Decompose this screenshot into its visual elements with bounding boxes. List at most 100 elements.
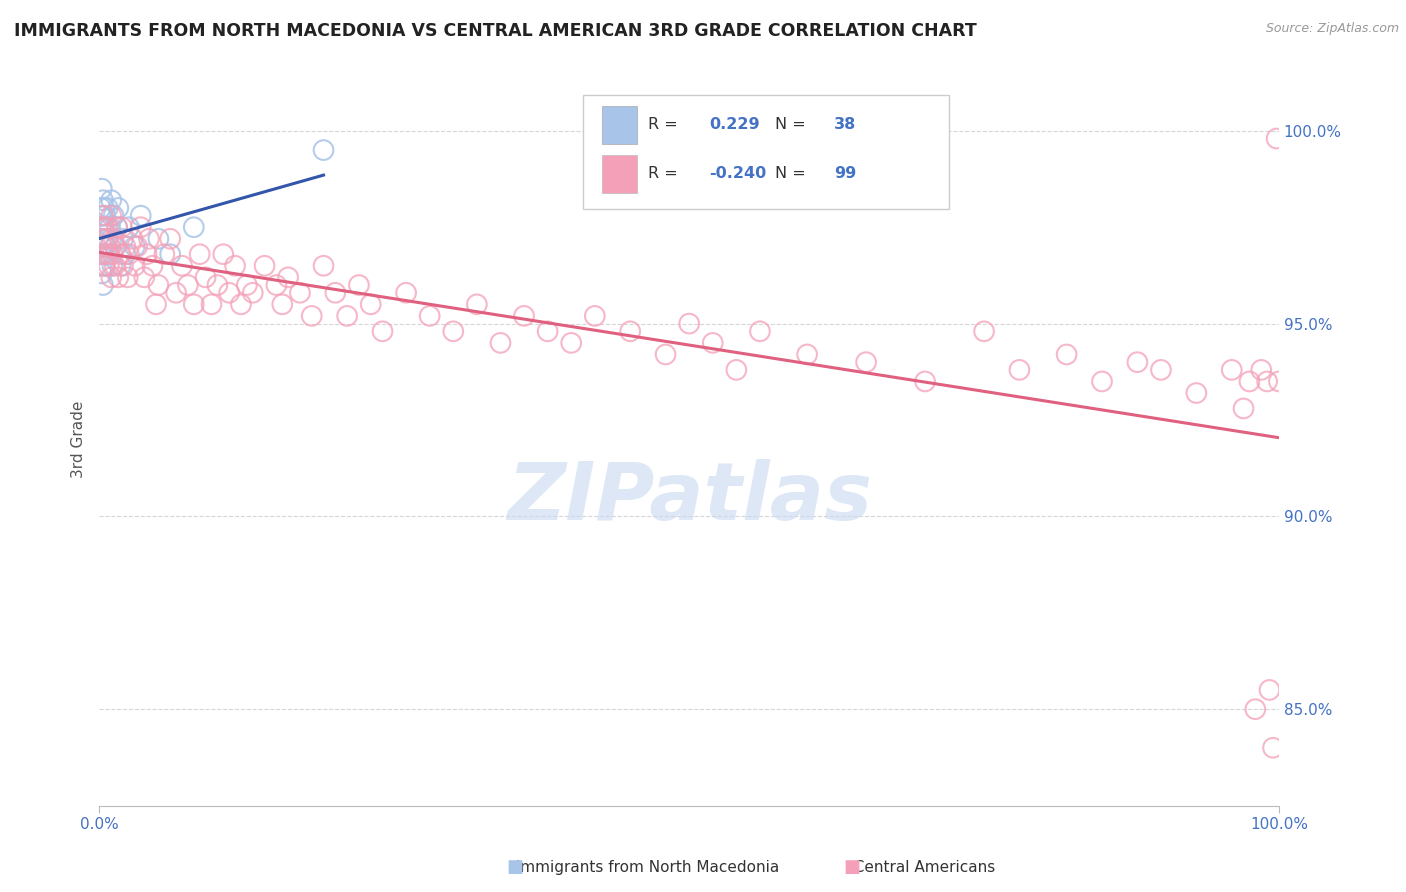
Point <box>90 232 112 246</box>
Point <box>100 232 122 246</box>
Point <box>124 239 146 253</box>
Point <box>336 309 359 323</box>
Point <box>165 285 187 300</box>
Point <box>101 259 124 273</box>
Point <box>101 247 124 261</box>
Point <box>159 247 181 261</box>
Point <box>188 247 211 261</box>
Point <box>148 278 170 293</box>
Point <box>1258 682 1281 697</box>
Point <box>90 247 112 261</box>
Point <box>90 209 112 223</box>
Point <box>224 259 246 273</box>
Point <box>91 193 114 207</box>
Point <box>654 347 676 361</box>
Point <box>153 247 176 261</box>
Point <box>242 285 264 300</box>
Text: Source: ZipAtlas.com: Source: ZipAtlas.com <box>1265 22 1399 36</box>
Point <box>207 278 229 293</box>
Point <box>103 232 125 246</box>
Point <box>465 297 488 311</box>
Point <box>537 324 560 338</box>
Point <box>114 247 136 261</box>
Point <box>96 220 118 235</box>
Point <box>94 209 117 223</box>
Point <box>107 201 129 215</box>
Point <box>288 285 311 300</box>
Point <box>114 239 136 253</box>
Text: ■: ■ <box>844 858 860 876</box>
Point <box>159 232 181 246</box>
Point <box>127 239 149 253</box>
Point <box>855 355 877 369</box>
Point <box>107 270 129 285</box>
Point <box>111 220 134 235</box>
Point <box>91 278 114 293</box>
Point <box>419 309 441 323</box>
Text: Central Americans: Central Americans <box>844 860 995 874</box>
Point <box>110 259 132 273</box>
Point <box>93 259 115 273</box>
Point <box>117 270 139 285</box>
Point <box>371 324 394 338</box>
Point <box>124 259 146 273</box>
Point <box>200 297 222 311</box>
Point <box>312 259 335 273</box>
Point <box>100 270 122 285</box>
Point <box>1244 702 1267 716</box>
Point <box>1256 375 1278 389</box>
Point <box>1185 386 1208 401</box>
Point <box>973 324 995 338</box>
Point <box>253 259 276 273</box>
FancyBboxPatch shape <box>602 154 637 193</box>
Point <box>148 232 170 246</box>
Point <box>170 259 193 273</box>
Point <box>218 285 240 300</box>
Point <box>347 278 370 293</box>
Text: IMMIGRANTS FROM NORTH MACEDONIA VS CENTRAL AMERICAN 3RD GRADE CORRELATION CHART: IMMIGRANTS FROM NORTH MACEDONIA VS CENTR… <box>14 22 977 40</box>
Point <box>135 247 157 261</box>
Point <box>105 220 128 235</box>
Point <box>266 278 288 293</box>
Point <box>97 247 120 261</box>
Point <box>129 209 152 223</box>
Point <box>914 375 936 389</box>
Point <box>97 201 120 215</box>
Point <box>90 220 112 235</box>
Point <box>118 247 141 261</box>
Point <box>749 324 772 338</box>
Point <box>134 270 156 285</box>
Point <box>796 347 818 361</box>
Y-axis label: 3rd Grade: 3rd Grade <box>72 401 86 478</box>
Point <box>121 232 143 246</box>
Text: -0.240: -0.240 <box>709 166 766 181</box>
Point <box>560 335 582 350</box>
Point <box>177 278 200 293</box>
Point <box>98 239 121 253</box>
Point <box>183 220 205 235</box>
Point <box>138 232 160 246</box>
Point <box>1126 355 1149 369</box>
Point <box>1220 363 1243 377</box>
Point <box>103 209 125 223</box>
Text: N =: N = <box>775 166 811 181</box>
Point <box>1091 375 1114 389</box>
Point <box>105 220 128 235</box>
Text: Immigrants from North Macedonia: Immigrants from North Macedonia <box>506 860 779 874</box>
Point <box>312 143 335 157</box>
Point <box>94 259 117 273</box>
Point <box>702 335 724 350</box>
Point <box>1056 347 1078 361</box>
Point <box>141 259 163 273</box>
Text: R =: R = <box>648 166 683 181</box>
Text: R =: R = <box>648 118 683 132</box>
Text: ZIPatlas: ZIPatlas <box>506 458 872 537</box>
Point <box>1232 401 1254 416</box>
Text: 0.229: 0.229 <box>709 118 759 132</box>
Point <box>725 363 748 377</box>
Point <box>90 201 112 215</box>
Point <box>90 181 112 195</box>
Point <box>212 247 235 261</box>
Point <box>395 285 418 300</box>
Point <box>194 270 217 285</box>
